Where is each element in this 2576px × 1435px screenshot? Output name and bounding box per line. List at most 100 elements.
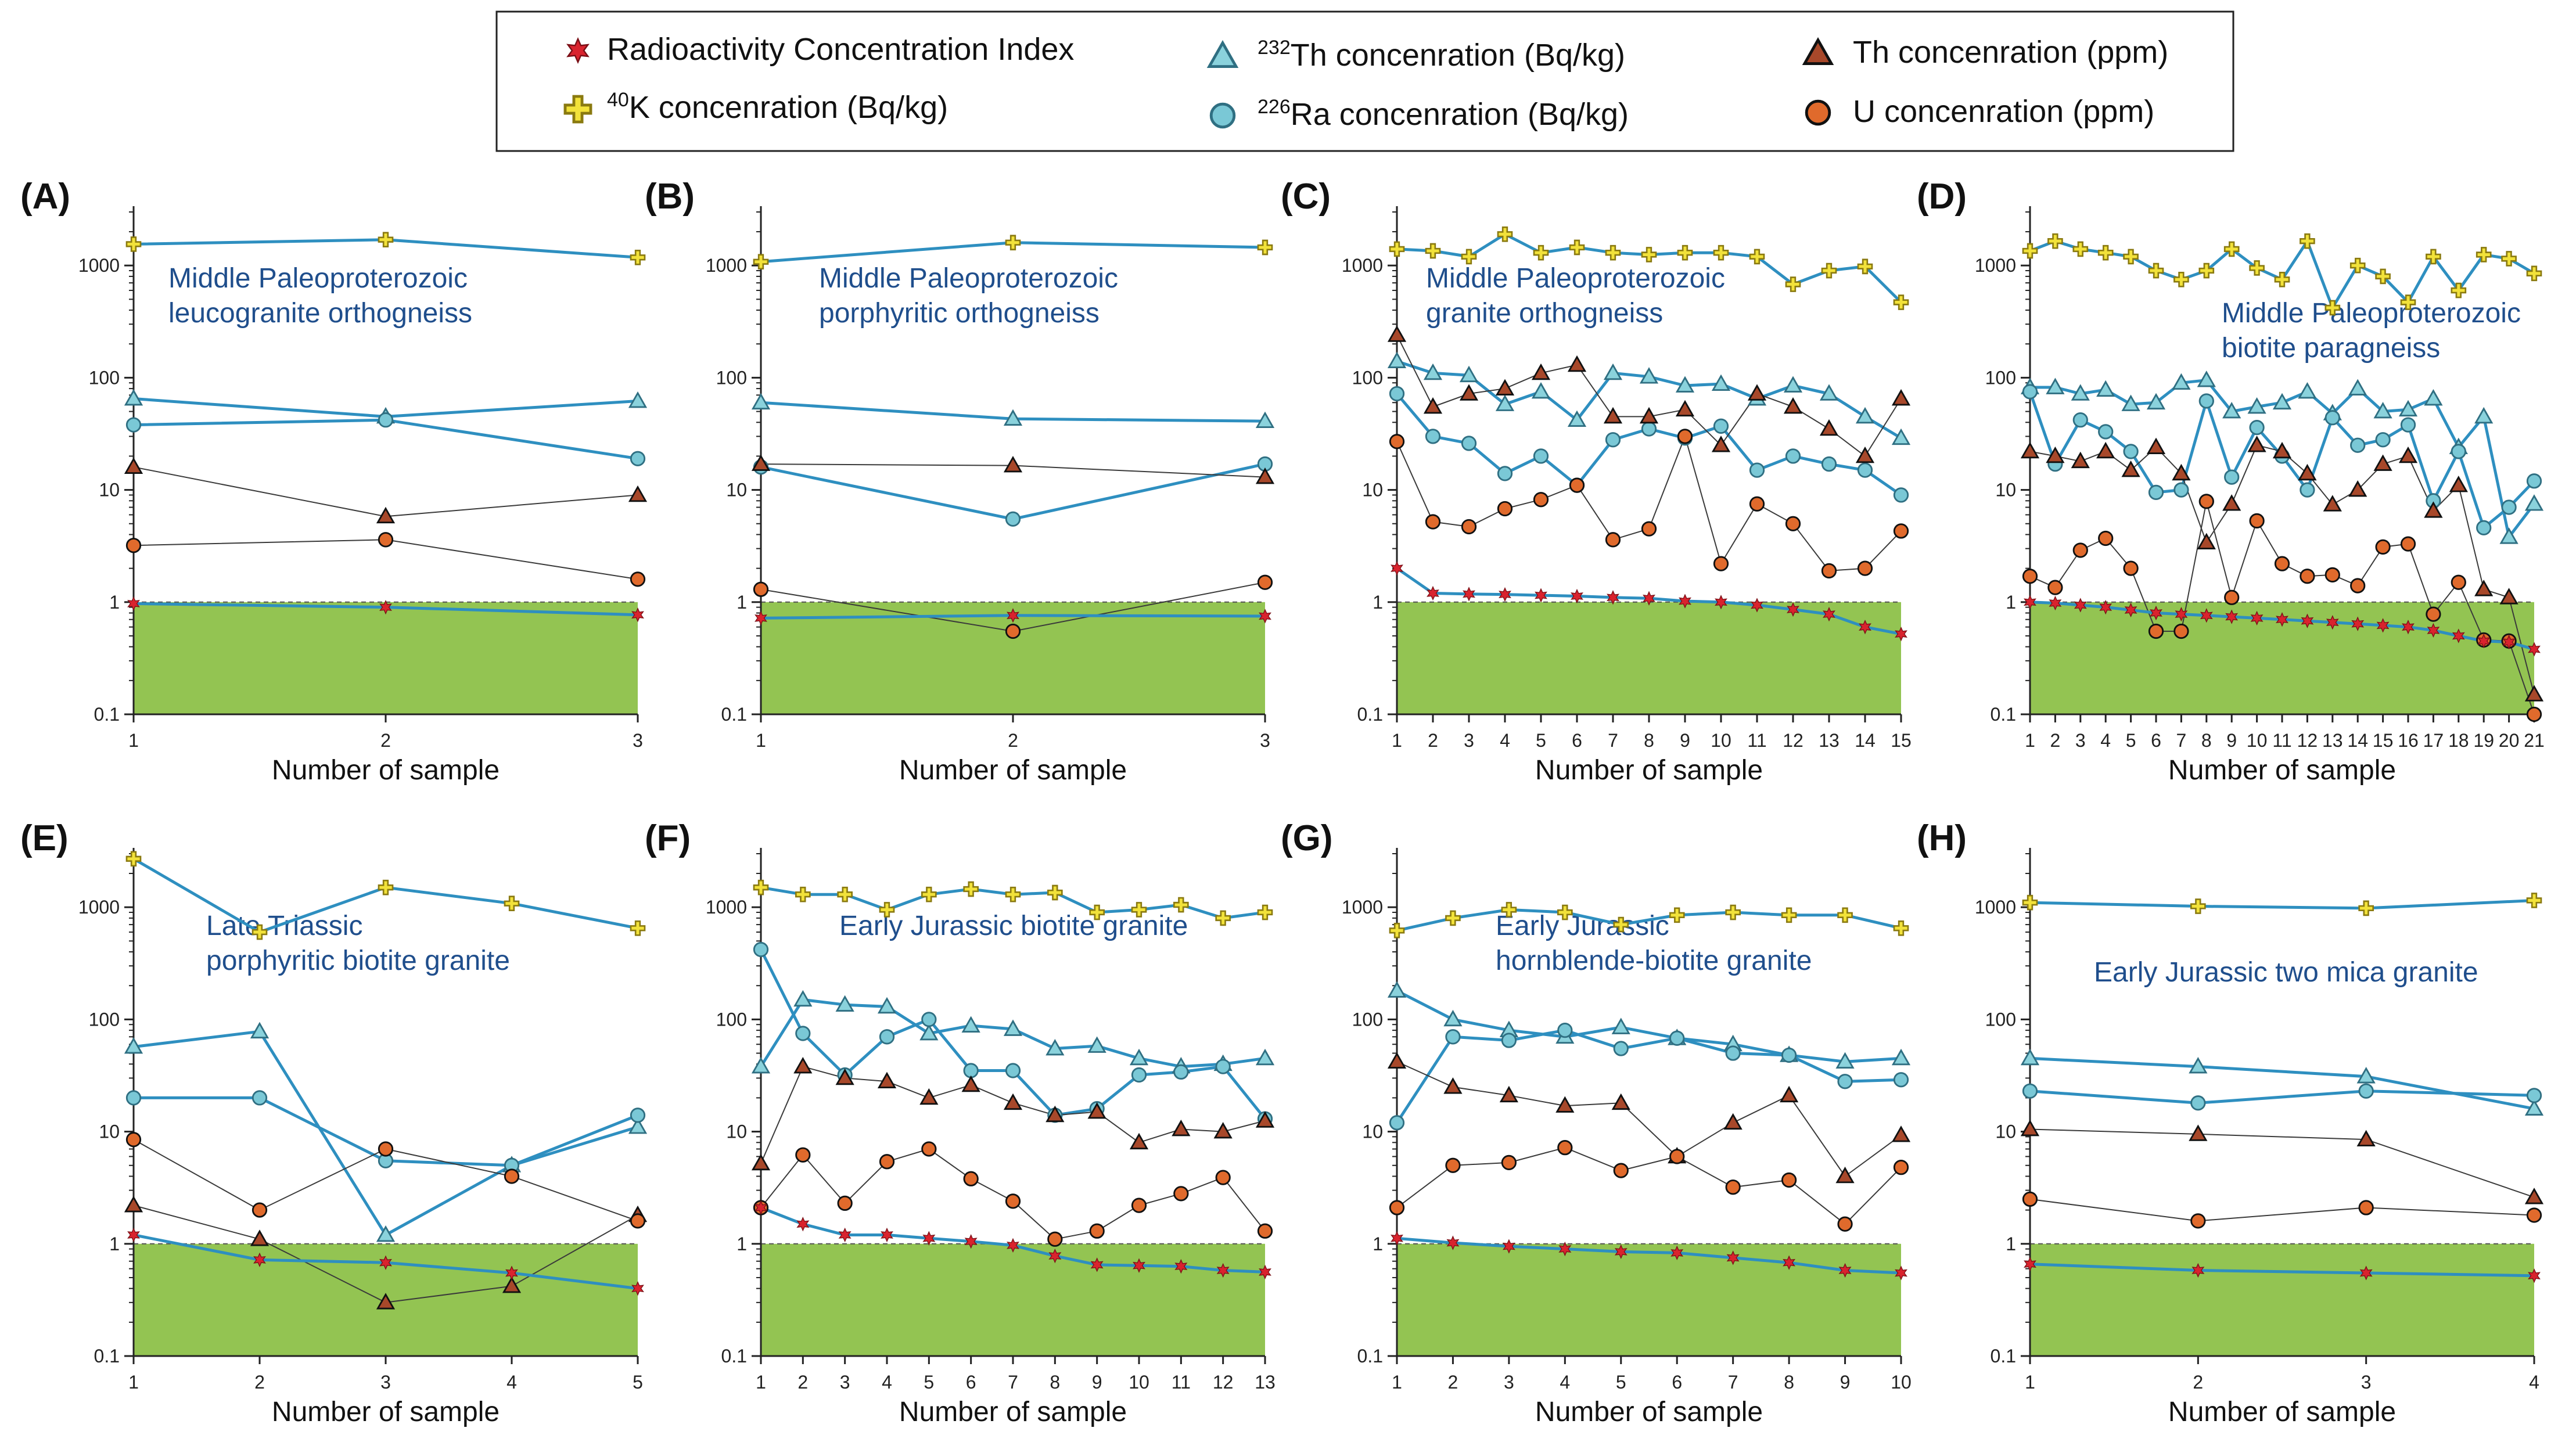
data-point-th-ppm (961, 1075, 980, 1092)
data-point-ra226 (1893, 487, 1909, 503)
data-point-th-ppm (2146, 437, 2166, 454)
data-point-u-ppm (2426, 606, 2441, 622)
data-point-rci (2024, 1257, 2036, 1272)
data-point-ra226 (2350, 437, 2366, 453)
data-point-ra226 (2022, 1083, 2038, 1099)
data-point-ra226 (2300, 482, 2315, 498)
data-point-ra226 (2358, 1083, 2374, 1099)
data-point-ra226 (1131, 1067, 1147, 1083)
x-tick-label: 6 (966, 1372, 976, 1393)
x-tick-label: 1 (1392, 1372, 1402, 1393)
panel-title-line: Middle Paleoproterozoic (1426, 263, 1725, 294)
data-point-th-ppm (2197, 533, 2216, 549)
data-point-u-ppm (2198, 494, 2214, 509)
data-point-th-ppm (1835, 1166, 1855, 1184)
series-line-u-ppm (1396, 1147, 1902, 1225)
x-tick-label: 2 (1008, 730, 1018, 751)
x-tick-label: 20 (2499, 730, 2520, 751)
data-point-ra226 (2249, 419, 2265, 436)
data-point-rci (1133, 1258, 1145, 1273)
data-point-rci (838, 1227, 852, 1243)
x-tick-label: 4 (2529, 1372, 2539, 1393)
data-point-u-ppm (1425, 514, 1441, 530)
series-line-rci (1396, 1236, 1902, 1275)
panel-title-line: granite orthogneiss (1426, 298, 1663, 329)
x-tick-label: 14 (1855, 730, 1876, 751)
data-point-th-ppm (1567, 355, 1587, 372)
data-point-k40 (2526, 265, 2542, 282)
data-point-th-ppm (2524, 685, 2544, 702)
data-point-th232 (2096, 380, 2115, 397)
y-tick-label: 1 (109, 592, 120, 613)
data-point-rci (379, 1255, 392, 1270)
panel-b: 0.1 1 10 100 1000 1 2 3 Number of sample (B) Middl… (645, 177, 1275, 786)
data-point-rci (505, 1265, 518, 1281)
data-point-th232 (1459, 365, 1479, 383)
data-point-th-ppm (1499, 1085, 1518, 1103)
data-point-rci (1643, 591, 1655, 606)
data-point-th-ppm (2172, 463, 2191, 481)
data-point-k40 (1725, 904, 1741, 920)
x-tick-label: 13 (1819, 730, 1840, 751)
data-point-th232 (1711, 374, 1731, 391)
x-axis-label: Number of sample (899, 755, 1127, 786)
x-tick-label: 8 (2201, 730, 2212, 751)
y-tick-label: 100 (1352, 367, 1383, 388)
legend-sup-ra226: 226 (1258, 96, 1291, 118)
data-point-u-ppm (1389, 434, 1405, 449)
data-point-k40 (1569, 239, 1585, 256)
y-tick-label: 100 (1985, 1009, 2016, 1030)
legend-symbol-k40 (563, 95, 592, 124)
x-axis-label: Number of sample (272, 1397, 500, 1427)
data-point-th232 (2474, 407, 2494, 424)
series-line-ra226 (1395, 1028, 1902, 1124)
x-tick-label: 1 (756, 1372, 766, 1393)
data-point-u-ppm (2358, 1200, 2374, 1215)
data-point-th-ppm (376, 1293, 396, 1310)
data-point-u-ppm (2375, 539, 2391, 555)
data-point-u-ppm (504, 1168, 520, 1184)
data-point-k40 (2249, 260, 2265, 276)
x-tick-label: 4 (506, 1372, 517, 1393)
data-point-k40 (2324, 300, 2341, 316)
data-point-k40 (1821, 262, 1837, 279)
x-axis-label: Number of sample (2168, 1397, 2396, 1427)
data-point-th-ppm (1495, 379, 1515, 395)
data-point-th232 (793, 990, 813, 1007)
data-point-u-ppm (1257, 1223, 1273, 1239)
data-point-k40 (1005, 886, 1021, 902)
panel-label: (D) (1917, 177, 1967, 217)
data-point-u-ppm (2148, 623, 2164, 639)
data-point-u-ppm (2350, 578, 2366, 594)
x-tick-label: 4 (1560, 1372, 1570, 1393)
y-tick-label: 100 (89, 1009, 120, 1030)
data-point-k40 (2274, 272, 2290, 287)
data-point-k40 (2148, 262, 2164, 279)
x-tick-label: 14 (2347, 730, 2368, 751)
x-tick-label: 7 (1608, 730, 1618, 751)
data-point-k40 (2022, 894, 2038, 911)
data-point-ra226 (1005, 1063, 1021, 1078)
data-point-rci (1502, 1239, 1515, 1254)
panel-title: Middle Paleoproterozoic porphyritic ortho… (819, 263, 1118, 329)
x-tick-label: 4 (882, 1372, 892, 1393)
data-point-k40 (963, 881, 979, 897)
data-point-th-ppm (2499, 588, 2518, 605)
x-tick-label: 9 (1840, 1372, 1851, 1393)
data-point-th232 (1531, 382, 1551, 399)
data-point-k40 (921, 886, 937, 902)
data-point-th-ppm (2398, 446, 2418, 463)
data-point-th232 (1495, 394, 1515, 411)
data-point-th232 (2272, 393, 2292, 410)
data-point-u-ppm (1677, 429, 1693, 444)
data-point-th232 (1891, 428, 1911, 445)
x-tick-label: 1 (2025, 730, 2035, 751)
panel-e: 0.1 1 10 100 1000 1 2 3 4 5 Number of sample (E) Lat… (20, 818, 648, 1427)
data-point-k40 (1893, 920, 1909, 936)
data-point-th-ppm (1459, 384, 1479, 401)
legend-marker-k40 (563, 95, 592, 124)
data-point-th-ppm (919, 1088, 939, 1105)
data-point-th-ppm (2356, 1130, 2376, 1147)
data-point-th232 (1087, 1036, 1106, 1053)
y-tick-label: 1000 (1975, 897, 2016, 918)
